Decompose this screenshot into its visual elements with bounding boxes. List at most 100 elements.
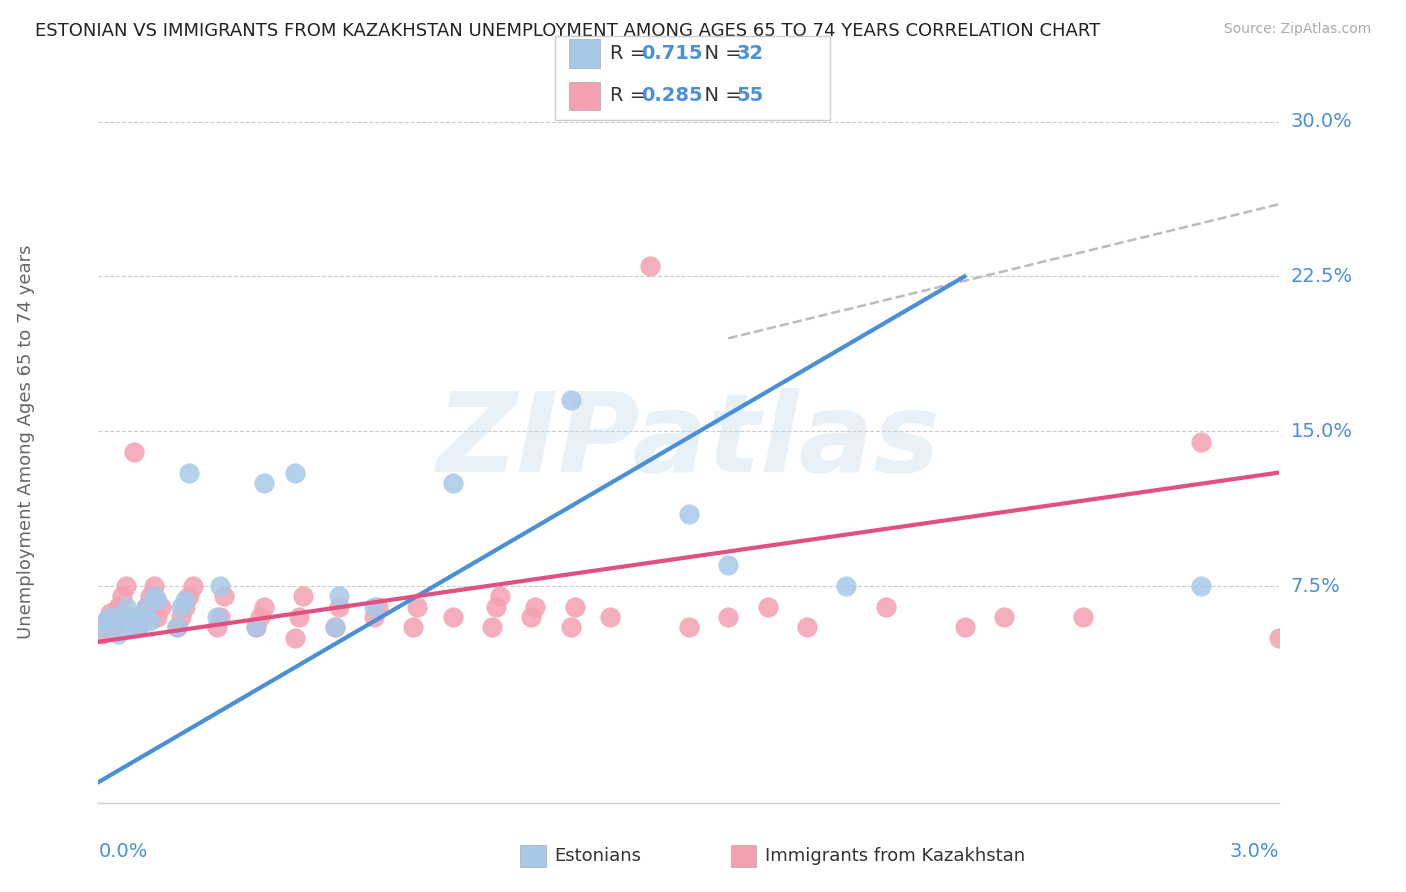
Point	[122, 445, 145, 459]
Point	[115, 599, 138, 614]
Point	[717, 558, 740, 573]
Point	[170, 599, 193, 614]
Point	[560, 620, 582, 634]
Text: Source: ZipAtlas.com: Source: ZipAtlas.com	[1223, 22, 1371, 37]
Point	[131, 610, 153, 624]
Point	[284, 466, 307, 480]
Text: 7.5%: 7.5%	[1291, 576, 1340, 596]
Point	[96, 614, 118, 628]
Point	[135, 599, 157, 614]
Point	[115, 579, 138, 593]
Text: ZIPatlas: ZIPatlas	[437, 388, 941, 495]
Text: 55: 55	[737, 87, 763, 105]
Point	[560, 393, 582, 408]
Point	[166, 620, 188, 634]
Point	[564, 599, 586, 614]
Point	[245, 620, 267, 634]
Point	[481, 620, 503, 634]
Point	[253, 599, 276, 614]
Point	[441, 610, 464, 624]
Point	[406, 599, 429, 614]
Text: N =: N =	[692, 44, 748, 63]
Text: 0.0%: 0.0%	[98, 842, 148, 861]
Point	[363, 599, 385, 614]
Text: N =: N =	[692, 87, 748, 105]
Point	[1189, 434, 1212, 449]
Point	[107, 626, 129, 640]
Point	[98, 606, 121, 620]
Point	[150, 599, 173, 614]
Point	[122, 614, 145, 628]
Point	[1189, 579, 1212, 593]
Text: Unemployment Among Ages 65 to 74 years: Unemployment Among Ages 65 to 74 years	[17, 244, 35, 639]
Point	[146, 593, 169, 607]
Point	[328, 599, 350, 614]
Point	[253, 475, 276, 490]
Text: 0.285: 0.285	[641, 87, 703, 105]
Point	[796, 620, 818, 634]
Text: R =: R =	[610, 44, 652, 63]
Point	[131, 610, 153, 624]
Point	[245, 620, 267, 634]
Point	[1071, 610, 1094, 624]
Point	[1268, 631, 1291, 645]
Point	[638, 259, 661, 273]
Point	[127, 620, 149, 634]
Point	[174, 593, 197, 607]
Point	[284, 631, 307, 645]
Point	[599, 610, 621, 624]
Point	[166, 620, 188, 634]
Point	[138, 614, 160, 628]
Text: R =: R =	[610, 87, 652, 105]
Point	[135, 599, 157, 614]
Point	[205, 620, 228, 634]
Point	[993, 610, 1015, 624]
Point	[174, 599, 197, 614]
Point	[138, 590, 160, 604]
Point	[875, 599, 897, 614]
Point	[118, 620, 141, 634]
Point	[328, 590, 350, 604]
Text: 30.0%: 30.0%	[1291, 112, 1353, 131]
Text: Estonians: Estonians	[554, 847, 641, 865]
Text: ESTONIAN VS IMMIGRANTS FROM KAZAKHSTAN UNEMPLOYMENT AMONG AGES 65 TO 74 YEARS CO: ESTONIAN VS IMMIGRANTS FROM KAZAKHSTAN U…	[35, 22, 1101, 40]
Point	[111, 610, 134, 624]
Point	[91, 620, 114, 634]
Point	[209, 610, 232, 624]
Point	[288, 610, 311, 624]
Point	[96, 614, 118, 628]
Point	[91, 626, 114, 640]
Text: 22.5%: 22.5%	[1291, 267, 1353, 286]
Point	[678, 507, 700, 521]
Point	[756, 599, 779, 614]
Point	[953, 620, 976, 634]
Point	[489, 590, 512, 604]
Point	[177, 466, 200, 480]
Text: Immigrants from Kazakhstan: Immigrants from Kazakhstan	[765, 847, 1025, 865]
Point	[323, 620, 346, 634]
Point	[107, 599, 129, 614]
Point	[209, 579, 232, 593]
Point	[520, 610, 543, 624]
Point	[142, 590, 165, 604]
Point	[170, 610, 193, 624]
Text: 3.0%: 3.0%	[1230, 842, 1279, 861]
Point	[835, 579, 858, 593]
Point	[142, 579, 165, 593]
Point	[146, 610, 169, 624]
Point	[118, 610, 141, 624]
Point	[127, 620, 149, 634]
Text: 0.715: 0.715	[641, 44, 703, 63]
Point	[111, 590, 134, 604]
Point	[292, 590, 315, 604]
Point	[678, 620, 700, 634]
Point	[441, 475, 464, 490]
Text: 15.0%: 15.0%	[1291, 422, 1353, 441]
Point	[177, 590, 200, 604]
Point	[367, 599, 389, 614]
Point	[485, 599, 508, 614]
Point	[249, 610, 271, 624]
Point	[524, 599, 547, 614]
Text: 32: 32	[737, 44, 763, 63]
Point	[363, 610, 385, 624]
